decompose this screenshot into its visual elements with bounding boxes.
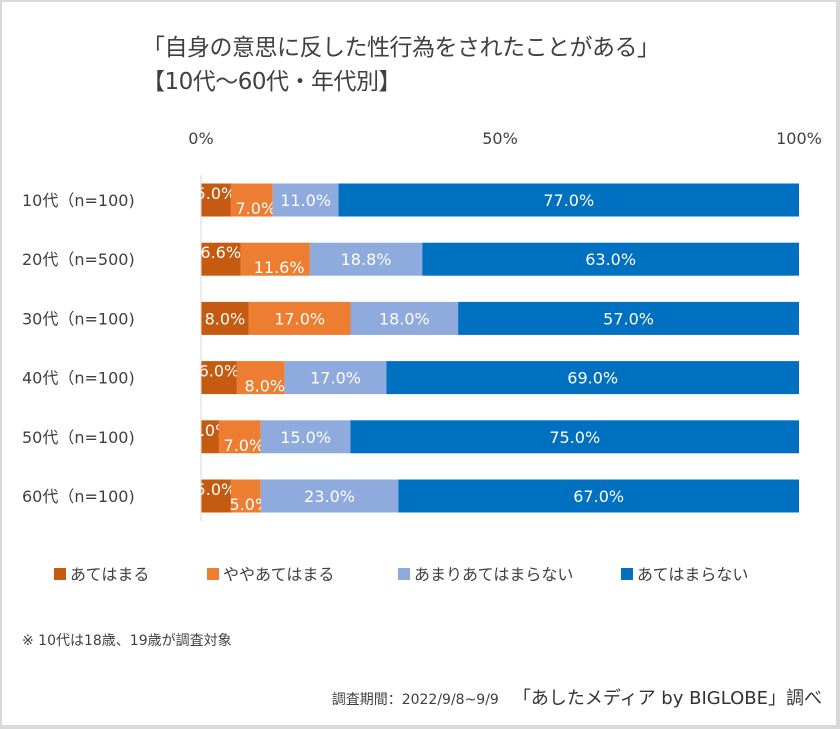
bar-segment <box>338 183 799 217</box>
footnote: ※ 10代は18歳、19歳が調査対象 <box>22 633 232 649</box>
legend-label: あまりあてはまらない <box>414 565 573 584</box>
bar-segment <box>240 242 310 276</box>
data-label: 5.0% <box>196 480 237 499</box>
bar-segment <box>350 301 459 335</box>
bar-segment <box>230 479 261 513</box>
data-label: 6.6% <box>200 243 241 262</box>
data-label: 7.0% <box>224 436 265 455</box>
bar-segment <box>309 242 423 276</box>
x-tick-label: 100% <box>776 129 822 148</box>
data-label: 7.0% <box>236 199 277 218</box>
legend-swatch <box>54 568 66 580</box>
legend-label: あてはまる <box>70 565 149 584</box>
legend-swatch <box>398 568 410 580</box>
stacked-bar-chart: 0% 50% 100%10代（n=100) 5.0%7.0% 11.0% 77.0%20代… <box>22 129 822 584</box>
bar-segment <box>218 420 261 454</box>
legend-swatch <box>207 568 219 580</box>
data-label: 63.0% <box>585 250 636 269</box>
category-label: 20代（n=500) <box>22 250 135 269</box>
x-tick-label: 0% <box>188 129 213 148</box>
data-label: 69.0% <box>567 369 618 388</box>
bar-segment <box>201 301 249 335</box>
bar-segment <box>230 183 273 217</box>
bar-segment <box>201 242 241 276</box>
data-label: 57.0% <box>603 309 654 328</box>
data-label: 75.0% <box>549 428 600 447</box>
bar-segment <box>386 361 799 395</box>
bar-segment <box>422 242 799 276</box>
chart-title: 「自身の意思に反した性行為をされたことがある」 <box>142 35 660 61</box>
bar-segment <box>201 361 237 395</box>
bar-segment <box>398 479 799 513</box>
bar-segment <box>272 183 339 217</box>
data-label: 18.8% <box>341 250 392 269</box>
data-label: 18.0% <box>379 309 430 328</box>
data-label: 8.0% <box>205 309 246 328</box>
survey-period: 調査期間：2022/9/8~9/9 <box>331 692 499 708</box>
data-label: 67.0% <box>573 487 624 506</box>
bar-segment <box>284 361 387 395</box>
data-label: 15.0% <box>280 428 331 447</box>
source-credit: 調査期間：2022/9/8~9/9 「あしたメディア by BIGLOBE」調べ <box>332 684 822 710</box>
bar-segment <box>350 420 799 454</box>
legend-swatch <box>621 568 633 580</box>
legend-label: あてはまらない <box>637 565 748 584</box>
bar-segment <box>260 479 399 513</box>
bar-segment <box>236 361 285 395</box>
category-label: 30代（n=100) <box>22 309 135 328</box>
data-label: 23.0% <box>304 487 355 506</box>
data-label: 6.0% <box>199 362 240 381</box>
chart-subtitle: 【10代～60代・年代別】 <box>142 69 402 95</box>
data-label: 11.6% <box>254 258 305 277</box>
category-label: 10代（n=100) <box>22 191 135 210</box>
x-tick-label: 50% <box>482 129 518 148</box>
bar-segment <box>458 301 799 335</box>
bar-segment <box>201 420 219 454</box>
data-label: 5.0% <box>196 184 237 203</box>
source-org: 「あしたメディア by BIGLOBE」調べ <box>512 688 822 709</box>
category-label: 50代（n=100) <box>22 428 135 447</box>
bar-segment <box>260 420 351 454</box>
bar-segment <box>201 479 231 513</box>
data-label: 5.0% <box>230 495 271 514</box>
data-label: 17.0% <box>274 309 325 328</box>
legend-label: ややあてはまる <box>223 565 334 584</box>
bar-segment <box>201 183 231 217</box>
category-label: 40代（n=100) <box>22 369 135 388</box>
data-label: 11.0% <box>280 191 331 210</box>
bar-segment <box>248 301 351 335</box>
data-label: 8.0% <box>244 377 285 396</box>
category-label: 60代（n=100) <box>22 487 135 506</box>
data-label: 17.0% <box>310 369 361 388</box>
data-label: 77.0% <box>543 191 594 210</box>
